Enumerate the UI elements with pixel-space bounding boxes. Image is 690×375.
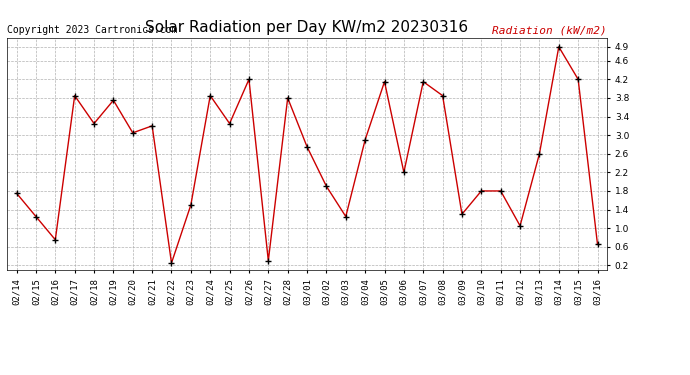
Title: Solar Radiation per Day KW/m2 20230316: Solar Radiation per Day KW/m2 20230316 <box>146 20 469 35</box>
Text: Copyright 2023 Cartronics.com: Copyright 2023 Cartronics.com <box>7 25 177 35</box>
Text: Radiation (kW/m2): Radiation (kW/m2) <box>493 25 607 35</box>
